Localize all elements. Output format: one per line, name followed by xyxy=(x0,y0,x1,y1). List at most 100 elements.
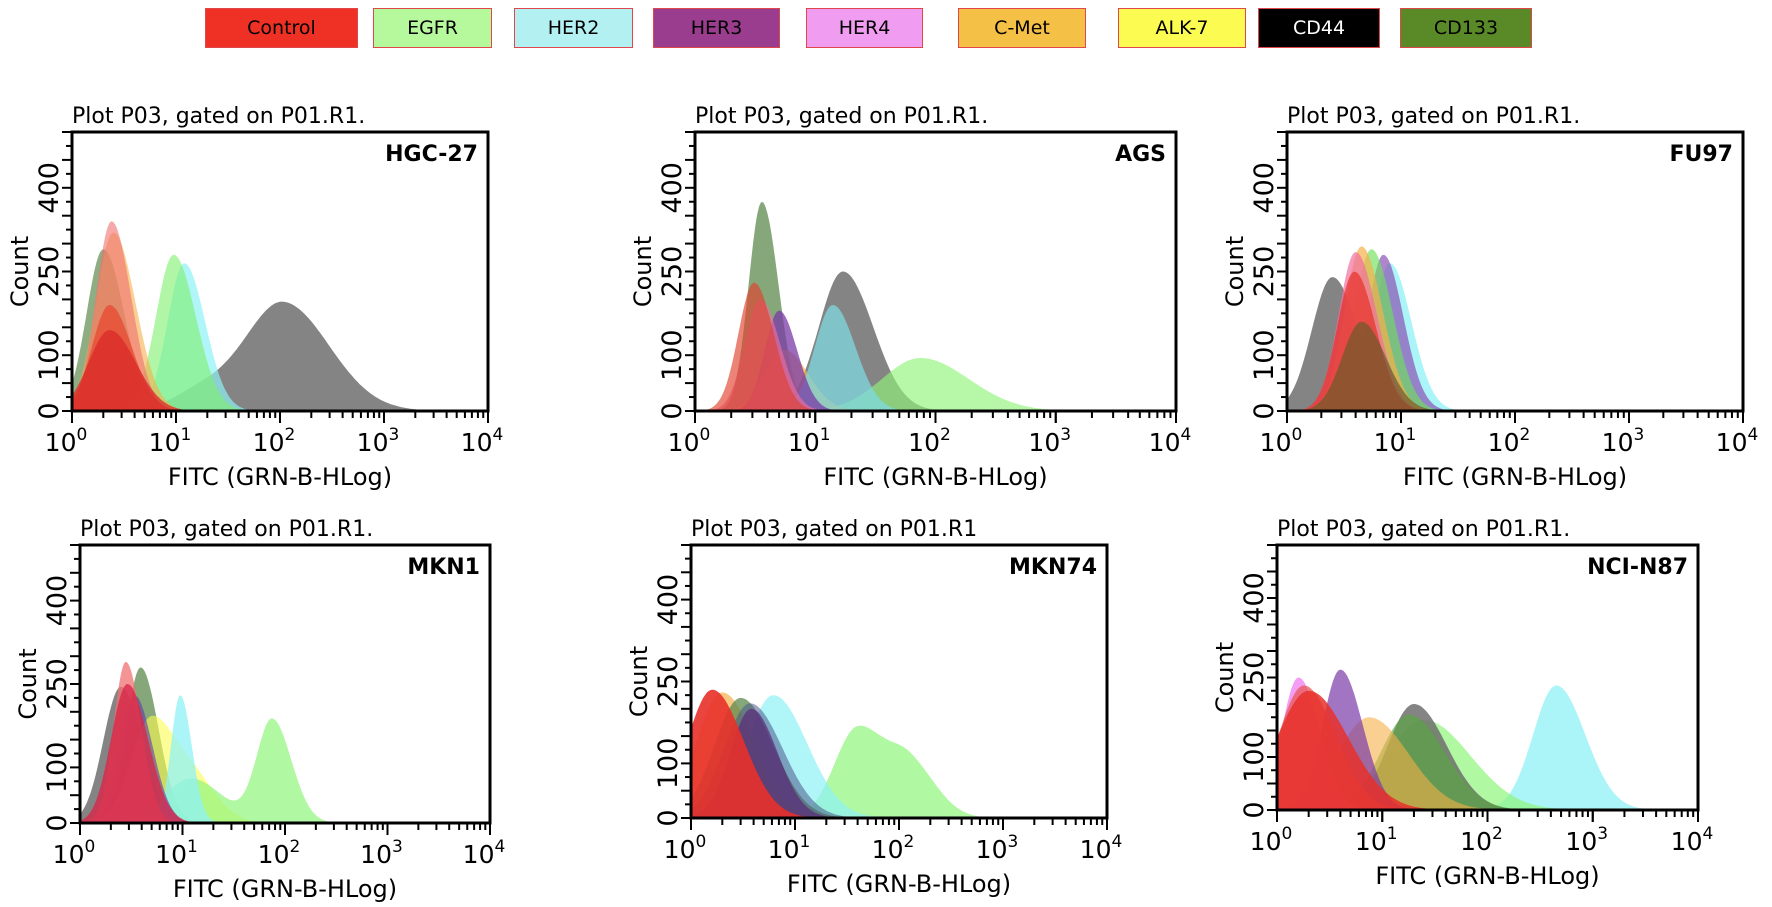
series-group xyxy=(1287,246,1743,411)
x-axis-label: FITC (GRN-B-HLog) xyxy=(168,463,392,491)
x-tick-label: 101 xyxy=(788,425,831,457)
plot-title: Plot P03, gated on P01.R1 xyxy=(691,517,977,542)
x-tick-label: 103 xyxy=(1028,425,1071,457)
legend-item-cd133: CD133 xyxy=(1400,8,1532,48)
y-tick-label: 100 xyxy=(34,329,65,381)
y-tick-label: 250 xyxy=(657,246,688,298)
legend-item-her2: HER2 xyxy=(514,8,633,48)
x-tick-label: 103 xyxy=(976,832,1019,864)
legend-item-c-met: C-Met xyxy=(958,8,1086,48)
x-tick-label: 100 xyxy=(664,832,707,864)
x-tick-label: 101 xyxy=(1355,824,1398,856)
x-tick-label: 102 xyxy=(1460,824,1503,856)
histogram-egfr xyxy=(691,725,1107,818)
x-tick-label: 104 xyxy=(1671,824,1714,856)
cell-line-label: AGS xyxy=(1115,142,1166,167)
y-tick-label: 250 xyxy=(653,656,684,708)
y-tick-label: 400 xyxy=(657,162,688,214)
x-tick-label: 101 xyxy=(149,425,192,457)
y-axis-label: Count xyxy=(14,648,42,719)
y-tick-label: 0 xyxy=(657,402,688,419)
x-axis-label: FITC (GRN-B-HLog) xyxy=(787,870,1011,898)
histogram-plot-ags: Plot P03, gated on P01.R1. AGS 100 101 102 10… xyxy=(629,104,1191,491)
series-group xyxy=(695,202,1176,411)
x-tick-label: 103 xyxy=(360,837,403,869)
histogram-her4 xyxy=(80,684,490,823)
histogram-plot-mkn74: Plot P03, gated on P01.R1 MKN74 100 101 102 1… xyxy=(625,517,1122,898)
legend-item-her4: HER4 xyxy=(806,8,923,48)
histogram-egfr xyxy=(695,358,1176,411)
y-tick-label: 100 xyxy=(42,742,73,794)
y-tick-label: 400 xyxy=(653,574,684,626)
x-tick-label: 104 xyxy=(1149,425,1192,457)
y-tick-label: 250 xyxy=(1239,652,1270,704)
x-tick-label: 100 xyxy=(1260,425,1303,457)
histogram-plot-nci-n87: Plot P03, gated on P01.R1. NCI-N87 100 101 1… xyxy=(1211,517,1713,890)
histogram-control xyxy=(691,689,1107,818)
x-tick-label: 103 xyxy=(1602,425,1645,457)
y-tick-label: 0 xyxy=(34,402,65,419)
legend-item-alk-7: ALK-7 xyxy=(1118,8,1246,48)
histogram-her2 xyxy=(695,305,1176,411)
y-tick-label: 0 xyxy=(42,814,73,831)
cell-line-label: NCI-N87 xyxy=(1587,555,1688,580)
x-tick-label: 104 xyxy=(1080,832,1123,864)
y-tick-label: 400 xyxy=(1249,162,1280,214)
histogram-her3 xyxy=(695,310,1176,411)
cell-line-label: FU97 xyxy=(1669,142,1733,167)
y-axis-label: Count xyxy=(625,646,653,717)
x-tick-label: 102 xyxy=(908,425,951,457)
legend: Control EGFR HER2 HER3 HER4 C-Met ALK-7 CD44 CD1… xyxy=(0,0,1772,60)
y-tick-label: 100 xyxy=(657,329,688,381)
histogram-control xyxy=(695,282,1176,411)
y-tick-label: 250 xyxy=(34,246,65,298)
y-axis-label: Count xyxy=(6,236,34,307)
histogram-plot-fu97: Plot P03, gated on P01.R1. FU97 100 101 102 1… xyxy=(1221,104,1758,491)
histogram-her2 xyxy=(80,695,490,823)
y-axis-label: Count xyxy=(1211,642,1239,713)
series-group xyxy=(80,661,490,823)
histogram-her2 xyxy=(1277,685,1698,810)
histogram-cd44 xyxy=(72,301,488,411)
histogram-cd133 xyxy=(1287,321,1743,411)
histogram-plot-hgc-27: Plot P03, gated on P01.R1. HGC-27 100 101 10… xyxy=(6,104,503,491)
x-tick-label: 103 xyxy=(357,425,400,457)
histogram-plot-mkn1: Plot P03, gated on P01.R1. MKN1 100 101 102 1… xyxy=(14,517,505,903)
y-axis-label: Count xyxy=(1221,236,1249,307)
histogram-control xyxy=(1277,690,1698,810)
x-tick-label: 102 xyxy=(253,425,296,457)
x-tick-label: 104 xyxy=(463,837,506,869)
plot-title: Plot P03, gated on P01.R1. xyxy=(695,104,988,129)
histogram-control xyxy=(72,330,488,411)
x-tick-label: 100 xyxy=(53,837,96,869)
x-tick-label: 103 xyxy=(1565,824,1608,856)
histogram-egfr xyxy=(72,254,488,411)
y-tick-label: 0 xyxy=(1249,402,1280,419)
cell-line-label: MKN1 xyxy=(407,555,480,580)
x-tick-label: 101 xyxy=(768,832,811,864)
series-group xyxy=(691,689,1107,818)
x-axis-label: FITC (GRN-B-HLog) xyxy=(823,463,1047,491)
y-tick-label: 100 xyxy=(1239,731,1270,783)
legend-item-egfr: EGFR xyxy=(373,8,492,48)
plot-title: Plot P03, gated on P01.R1. xyxy=(80,517,373,542)
legend-item-control: Control xyxy=(205,8,358,48)
plot-title: Plot P03, gated on P01.R1. xyxy=(1287,104,1580,129)
y-tick-label: 100 xyxy=(653,738,684,790)
x-axis-label: FITC (GRN-B-HLog) xyxy=(1403,463,1627,491)
x-tick-label: 102 xyxy=(1488,425,1531,457)
x-tick-label: 102 xyxy=(872,832,915,864)
y-tick-label: 0 xyxy=(1239,801,1270,818)
legend-item-cd44: CD44 xyxy=(1258,8,1380,48)
y-tick-label: 250 xyxy=(42,658,73,710)
y-tick-label: 250 xyxy=(1249,246,1280,298)
cell-line-label: HGC-27 xyxy=(385,142,478,167)
y-tick-label: 400 xyxy=(34,162,65,214)
x-tick-label: 101 xyxy=(1374,425,1417,457)
y-tick-label: 0 xyxy=(653,809,684,826)
legend-item-her3: HER3 xyxy=(653,8,780,48)
histogram-egfr xyxy=(1287,249,1743,411)
histogram-cd44 xyxy=(691,703,1107,818)
x-tick-label: 102 xyxy=(258,837,301,869)
